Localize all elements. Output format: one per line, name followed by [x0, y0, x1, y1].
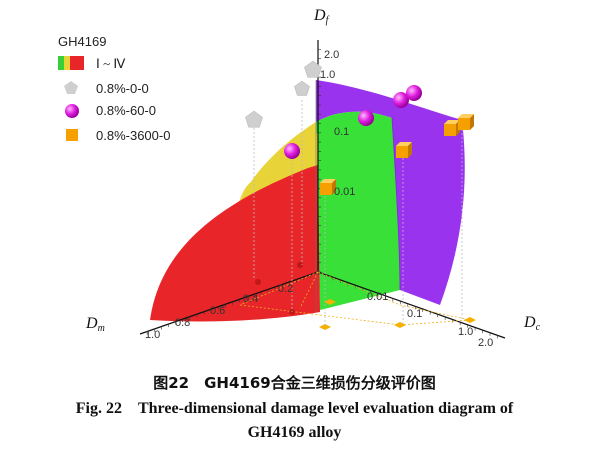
marker-0-8-60-0 — [393, 92, 409, 108]
figure-caption-english-line1: Fig. 22 Three-dimensional damage level e… — [75, 400, 514, 417]
band-edge-line — [391, 117, 401, 291]
legend: GH4169 Ⅰ ~ Ⅳ 0.8%-0-0 0.8%-60-0 0.8%-360… — [58, 34, 170, 143]
figure-caption-english-line2: GH4169 alloy — [247, 424, 342, 441]
level-1-band — [150, 165, 320, 322]
legend-level-1-swatch — [58, 56, 64, 70]
projection-marker — [464, 317, 476, 323]
projection-marker — [394, 322, 406, 328]
dm-axis-line — [139, 271, 319, 335]
legend-cube-icon — [66, 129, 78, 141]
figure-caption-chinese: 图22 GH4169合金三维损伤分级评价图 — [153, 374, 436, 392]
marker-0-8-60-0 — [284, 143, 300, 159]
df-tick-0-01: 0.01 — [334, 186, 355, 198]
projection-dot — [297, 262, 303, 268]
df-tick-2: 2.0 — [324, 49, 339, 61]
level-4-band — [316, 80, 465, 305]
marker-0-8-0-0 — [245, 110, 263, 128]
dc-tick-1: 1.0 — [458, 326, 473, 338]
legend-series-1-label: 0.8%-0-0 — [96, 81, 149, 96]
dm-tick-0-8: 0.8 — [175, 317, 190, 329]
marker-0-8-60-0 — [406, 85, 422, 101]
data-markers — [245, 60, 474, 327]
marker-0-8-3600-0 — [396, 142, 412, 158]
dc-axis-title: Dc — [523, 314, 541, 333]
legend-level-2-swatch — [64, 56, 70, 70]
legend-pentagon-icon — [64, 81, 78, 94]
legend-series-2-label: 0.8%-60-0 — [96, 103, 156, 118]
legend-sphere-icon — [65, 104, 79, 118]
projection-marker — [324, 299, 336, 305]
marker-0-8-60-0 — [358, 110, 374, 126]
dm-tick-0-6: 0.6 — [210, 305, 225, 317]
dm-tick-0-4: 0.4 — [243, 293, 258, 305]
damage-surface — [150, 80, 465, 322]
marker-0-8-0-0 — [304, 60, 322, 78]
level-2-band — [238, 132, 320, 312]
dm-axis-title: Dm — [85, 315, 105, 334]
marker-0-8-3600-0 — [444, 120, 460, 136]
legend-title: GH4169 — [58, 34, 106, 49]
projection-line — [239, 304, 321, 316]
dc-tick-2: 2.0 — [478, 337, 493, 349]
projection-line — [317, 271, 401, 306]
df-tick-0-1: 0.1 — [334, 126, 349, 138]
df-tick-1: 1.0 — [320, 69, 335, 81]
df-axis-title: Df — [313, 7, 330, 26]
figure-caption-english: Fig. 22 Three-dimensional damage level e… — [0, 397, 589, 445]
projection-marker — [319, 324, 331, 330]
projection-dot — [255, 279, 261, 285]
projection-line — [319, 314, 401, 326]
legend-series-3-label: 0.8%-3600-0 — [96, 128, 170, 143]
marker-0-8-3600-0 — [320, 179, 336, 195]
dm-tick-1: 1.0 — [145, 329, 160, 341]
projection-line — [299, 271, 319, 309]
damage-level-3d-chart: GH4169 Ⅰ ~ Ⅳ 0.8%-0-0 0.8%-60-0 0.8%-360… — [58, 7, 541, 349]
dc-tick-0-1: 0.1 — [407, 308, 422, 320]
marker-0-8-0-0 — [294, 80, 310, 96]
dc-axis-line — [317, 271, 506, 339]
legend-levels-label: Ⅰ ~ Ⅳ — [96, 56, 125, 71]
dc-tick-0-01: 0.01 — [367, 291, 388, 303]
marker-0-8-3600-0 — [458, 114, 474, 130]
legend-level-3-swatch — [70, 56, 84, 70]
level-3-band — [316, 111, 400, 310]
dm-tick-0-2: 0.2 — [278, 283, 293, 295]
